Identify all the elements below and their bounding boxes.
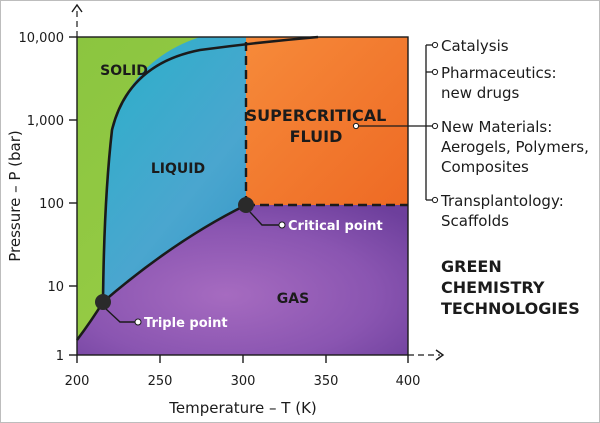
title-line: GREEN bbox=[441, 257, 502, 276]
gas-region bbox=[77, 205, 408, 355]
application-item: new drugs bbox=[441, 84, 519, 102]
liquid-region bbox=[103, 37, 316, 302]
bullet-dot bbox=[431, 41, 439, 49]
triple-point-leader bbox=[105, 308, 138, 323]
title-line: TECHNOLOGIES bbox=[441, 299, 580, 318]
y-tick-label: 10,000 bbox=[19, 31, 65, 46]
applications-connector bbox=[356, 44, 433, 201]
x-tick-label: 200 bbox=[65, 374, 90, 389]
solid-label: SOLID bbox=[100, 63, 148, 79]
critical-point-marker bbox=[238, 197, 254, 213]
critical-point-leader-dot bbox=[278, 221, 286, 229]
liquid-label: LIQUID bbox=[151, 161, 205, 177]
triple-point-leader-dot bbox=[134, 318, 142, 326]
application-item: Catalysis bbox=[441, 37, 509, 55]
y-axis bbox=[71, 3, 83, 37]
x-ticks bbox=[76, 355, 409, 363]
critical-point-leader bbox=[249, 211, 282, 226]
y-axis-label: Pressure – P (bar) bbox=[6, 130, 24, 261]
phase-boundaries bbox=[75, 35, 408, 341]
vaporization-curve bbox=[102, 203, 247, 303]
y-tick-label: 10 bbox=[47, 280, 64, 295]
x-tick-label: 300 bbox=[231, 374, 256, 389]
y-tick-label: 100 bbox=[39, 197, 64, 212]
x-axis-label: Temperature – T (K) bbox=[168, 399, 317, 417]
y-tick-label: 1,000 bbox=[27, 114, 64, 129]
application-item: Aerogels, Polymers, bbox=[441, 138, 589, 156]
applications-list: Catalysis Pharmaceutics: new drugs New M… bbox=[440, 37, 589, 230]
gas-label: GAS bbox=[277, 291, 309, 307]
application-item: Pharmaceutics: bbox=[441, 64, 557, 82]
x-tick-labels: 200 250 300 350 400 bbox=[65, 374, 421, 389]
y-ticks bbox=[69, 36, 77, 356]
x-tick-label: 400 bbox=[396, 374, 421, 389]
y-tick-labels: 10,000 1,000 100 10 1 bbox=[19, 31, 65, 364]
application-item: Scaffolds bbox=[441, 212, 509, 230]
application-item: Transplantology: bbox=[440, 192, 564, 210]
green-chemistry-title: GREEN CHEMISTRY TECHNOLOGIES bbox=[441, 257, 580, 318]
x-tick-label: 350 bbox=[314, 374, 339, 389]
bullet-dot bbox=[431, 68, 439, 76]
x-axis bbox=[408, 349, 445, 361]
application-item: Composites bbox=[441, 158, 529, 176]
bullet-dot bbox=[431, 122, 439, 130]
critical-point-label: Critical point bbox=[288, 219, 383, 234]
application-item: New Materials: bbox=[441, 118, 552, 136]
title-line: CHEMISTRY bbox=[441, 278, 545, 297]
y-tick-label: 1 bbox=[56, 349, 64, 364]
triple-point-label: Triple point bbox=[144, 316, 228, 331]
bullet-dot bbox=[431, 196, 439, 204]
triple-point-marker bbox=[95, 294, 111, 310]
fluid-label: FLUID bbox=[290, 127, 343, 146]
supercritical-region bbox=[246, 37, 408, 205]
melting-curve bbox=[101, 35, 319, 303]
supercritical-label: SUPERCRITICAL bbox=[246, 106, 387, 125]
x-tick-label: 250 bbox=[148, 374, 173, 389]
connector-start-dot bbox=[352, 122, 360, 130]
